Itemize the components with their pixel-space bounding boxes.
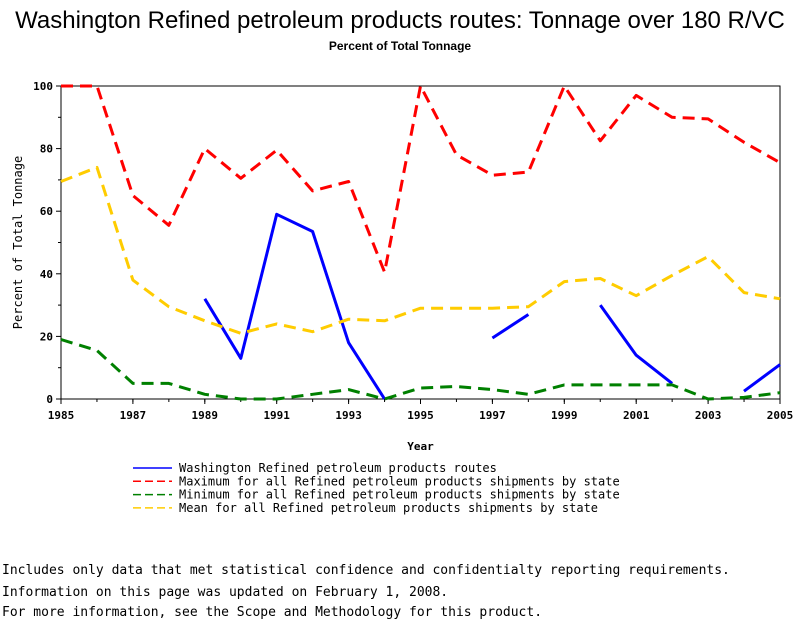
series-0 bbox=[205, 214, 780, 399]
series-line bbox=[61, 340, 780, 400]
x-tick-label: 1985 bbox=[48, 409, 75, 422]
x-tick-label: 2001 bbox=[623, 409, 650, 422]
plot-frame bbox=[61, 86, 780, 399]
series-2 bbox=[61, 340, 780, 400]
series-line bbox=[600, 305, 672, 383]
footnote-methodology: For more information, see the Scope and … bbox=[2, 606, 730, 620]
x-tick-label: 2005 bbox=[767, 409, 794, 422]
series-line bbox=[492, 315, 528, 339]
legend-label: Mean for all Refined petroleum products … bbox=[179, 501, 598, 515]
y-tick-label: 0 bbox=[46, 393, 53, 406]
series-line bbox=[61, 167, 780, 333]
y-tick-label: 100 bbox=[33, 80, 53, 93]
legend-label: Washington Refined petroleum products ro… bbox=[179, 461, 497, 475]
x-tick-label: 2003 bbox=[695, 409, 722, 422]
x-tick-label: 1991 bbox=[263, 409, 290, 422]
update-notice: Information on this page was updated on … bbox=[2, 586, 448, 600]
x-axis-label: Year bbox=[407, 440, 434, 453]
series-3 bbox=[61, 167, 780, 333]
y-tick-label: 80 bbox=[40, 143, 53, 156]
x-tick-label: 1987 bbox=[120, 409, 147, 422]
y-tick-label: 20 bbox=[40, 330, 53, 343]
x-tick-label: 1995 bbox=[407, 409, 434, 422]
x-tick-label: 1997 bbox=[479, 409, 506, 422]
plot-series-group bbox=[61, 86, 780, 399]
x-tick-label: 1993 bbox=[335, 409, 362, 422]
x-tick-label: 1989 bbox=[192, 409, 219, 422]
series-line bbox=[744, 365, 780, 392]
line-chart: 1985 1987 1989 1991 1993 1995 1997 1999 2001 2003… bbox=[0, 0, 800, 600]
footnote-confidence: Includes only data that met statistical … bbox=[2, 564, 730, 578]
y-tick-label: 40 bbox=[40, 268, 53, 281]
y-axis-label: Percent of Total Tonnage bbox=[11, 156, 25, 329]
legend-label: Maximum for all Refined petroleum produc… bbox=[179, 474, 620, 488]
series-1 bbox=[61, 86, 780, 272]
series-line bbox=[205, 214, 385, 399]
y-tick-label: 60 bbox=[40, 205, 53, 218]
series-line bbox=[61, 86, 780, 272]
x-tick-label: 1999 bbox=[551, 409, 578, 422]
legend-label: Minimum for all Refined petroleum produc… bbox=[179, 488, 620, 502]
